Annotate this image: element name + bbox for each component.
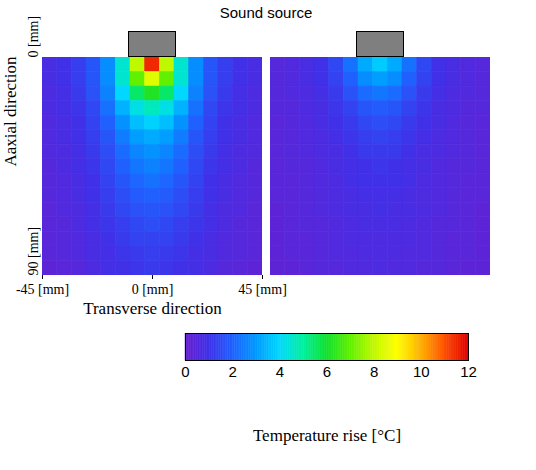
svg-text:90 [mm]: 90 [mm] — [26, 227, 41, 276]
svg-text:0 [mm]: 0 [mm] — [26, 16, 41, 58]
svg-text:2: 2 — [228, 363, 236, 380]
svg-text:8: 8 — [370, 363, 378, 380]
svg-text:Transverse direction: Transverse direction — [83, 299, 222, 318]
svg-text:0 [mm]: 0 [mm] — [132, 282, 174, 297]
html-text:Sound source: Sound source — [219, 4, 313, 21]
svg-text:45 [mm]: 45 [mm] — [238, 282, 287, 297]
svg-text:Temperature rise [°C]: Temperature rise [°C] — [253, 426, 401, 445]
svg-text:10: 10 — [413, 363, 430, 380]
svg-text:-45 [mm]: -45 [mm] — [16, 282, 69, 297]
svg-text:6: 6 — [323, 363, 331, 380]
svg-text:Aaxial direction: Aaxial direction — [1, 56, 20, 166]
svg-text:0: 0 — [181, 363, 189, 380]
svg-text:12: 12 — [460, 363, 477, 380]
svg-text:4: 4 — [276, 363, 284, 380]
